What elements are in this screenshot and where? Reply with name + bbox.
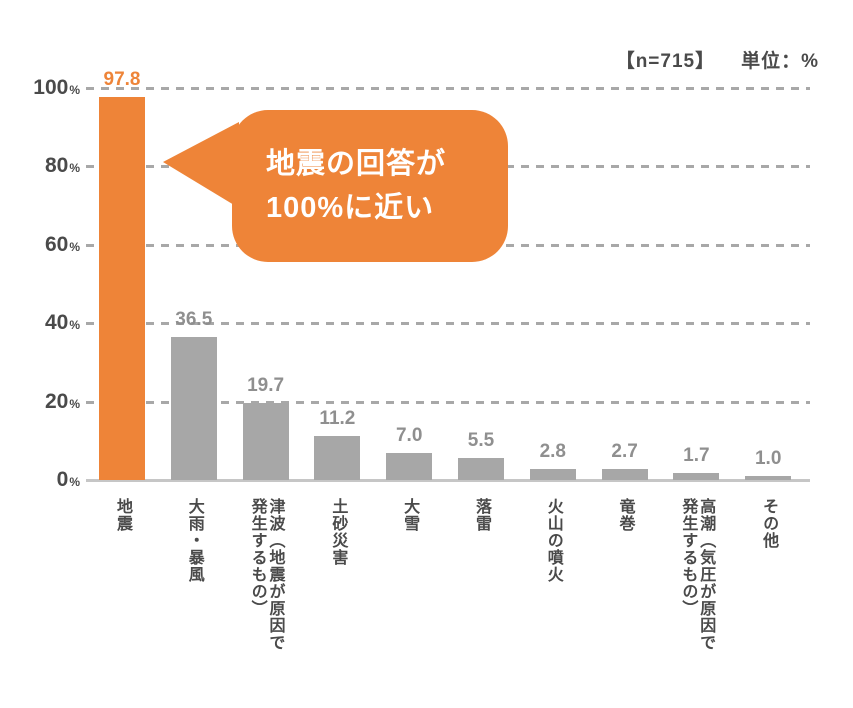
- bar-value-label: 19.7: [247, 374, 285, 396]
- x-axis-category-label: 大雨・暴風: [185, 498, 203, 583]
- speech-bubble: 地震の回答が 100%に近い: [232, 110, 508, 262]
- speech-bubble-text: 地震の回答が 100%に近い: [266, 148, 447, 224]
- header-note: 【n=715】 単位：%: [616, 46, 819, 73]
- speech-bubble-tail: [163, 122, 239, 208]
- x-axis-category-label: 竜巻: [616, 498, 634, 532]
- x-axis-category-label: その他: [760, 498, 778, 549]
- bar-value-label: 97.8: [103, 68, 141, 90]
- x-axis-category-label: 地震: [113, 498, 131, 532]
- x-axis-baseline: [86, 479, 810, 482]
- gridline: [86, 400, 810, 404]
- bar: [458, 458, 504, 480]
- y-axis-tick-label: 20%: [44, 389, 80, 413]
- bar-value-label: 11.2: [319, 408, 356, 430]
- x-axis-category-label: 火山の噴火: [544, 498, 562, 583]
- y-axis-tick-label: 60%: [44, 232, 80, 256]
- bar: [673, 473, 720, 480]
- bar: [314, 436, 361, 480]
- gridline: [86, 322, 810, 326]
- bar-value-label: 1.0: [754, 448, 782, 470]
- bar: [386, 452, 433, 480]
- bar-value-label: 2.8: [539, 441, 566, 463]
- x-axis-category-label: 大雪: [401, 498, 419, 532]
- x-axis-category-label: 津波（地震が原因で 発生するもの）: [248, 498, 284, 651]
- bar-value-label: 5.5: [467, 430, 495, 452]
- sample-size-label: 【n=715】: [615, 51, 716, 72]
- gridline: [86, 87, 810, 90]
- bar-value-label: 2.7: [611, 441, 638, 463]
- bar: [242, 402, 289, 480]
- x-axis-category-label: 落雷: [472, 498, 490, 532]
- x-axis-category-label: 高潮（気圧が原因で 発生するもの）: [679, 498, 715, 651]
- bar: [529, 469, 576, 480]
- y-axis-tick-label: 0%: [56, 468, 80, 491]
- y-axis-tick-label: 40%: [44, 311, 80, 335]
- bar-value-label: 1.7: [683, 445, 710, 467]
- bar: [601, 469, 648, 480]
- bar-value-label: 36.5: [175, 308, 213, 330]
- bar: [745, 476, 792, 480]
- y-axis-tick-label: 100%: [33, 76, 80, 99]
- bar-value-label: 7.0: [395, 424, 423, 446]
- y-axis-tick-label: 80%: [44, 154, 80, 178]
- x-axis-category-label: 土砂災害: [329, 498, 347, 566]
- unit-label: 単位：%: [741, 51, 819, 72]
- bar: [170, 336, 217, 480]
- bar-highlight: [99, 96, 145, 480]
